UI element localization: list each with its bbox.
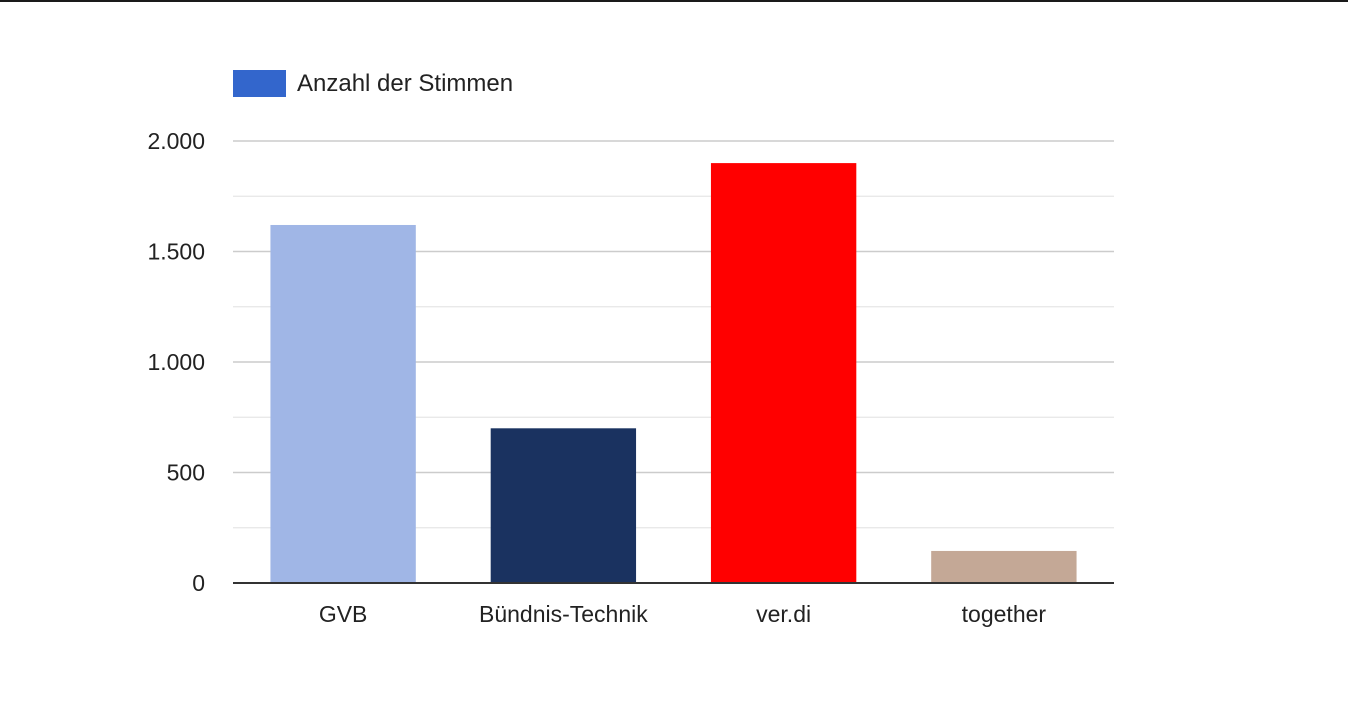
legend: Anzahl der Stimmen — [233, 70, 513, 97]
y-tick-label: 0 — [192, 570, 205, 596]
x-tick-label: Bündnis-Technik — [479, 601, 648, 627]
bars — [270, 163, 1077, 584]
x-tick-label: GVB — [319, 601, 368, 627]
legend-swatch — [233, 70, 286, 97]
x-axis: GVB Bündnis-Technik ver.di together — [233, 582, 1114, 627]
y-tick-label: 1.500 — [147, 239, 205, 265]
y-axis: 0 500 1.000 1.500 2.000 — [147, 128, 205, 596]
bar-b-ndnis-technik — [490, 428, 637, 583]
bar-together — [931, 550, 1077, 583]
bar-ver-di — [710, 163, 857, 583]
y-tick-label: 500 — [167, 460, 205, 486]
x-tick-label: together — [962, 601, 1047, 627]
y-tick-label: 2.000 — [147, 128, 205, 154]
x-tick-label: ver.di — [756, 601, 811, 627]
bar-gvb — [270, 224, 416, 584]
top-border — [0, 0, 1348, 2]
legend-label: Anzahl der Stimmen — [297, 70, 513, 97]
y-tick-label: 1.000 — [147, 349, 205, 375]
